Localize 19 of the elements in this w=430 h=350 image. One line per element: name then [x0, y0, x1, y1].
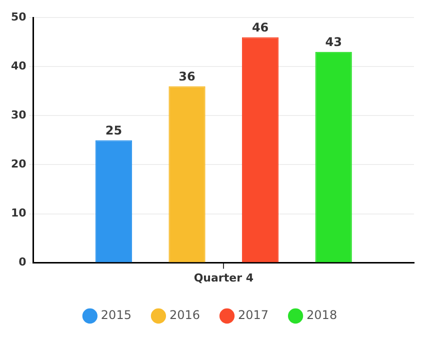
y-tick-label: 20	[10, 158, 27, 171]
legend-label: 2017	[238, 308, 269, 322]
data-label: 36	[178, 69, 196, 84]
x-tick-label: Quarter 4	[194, 271, 254, 284]
bar	[95, 140, 132, 262]
legend-label: 2018	[306, 308, 338, 322]
bar	[315, 52, 352, 262]
legend-label: 2015	[100, 308, 132, 322]
data-label: 46	[252, 20, 269, 34]
y-tick-label: 0	[18, 256, 27, 269]
y-tick-label: 30	[10, 108, 27, 122]
bar	[168, 86, 206, 262]
y-tick-label: 50	[10, 10, 27, 24]
data-label: 25	[105, 123, 122, 138]
data-label: 43	[325, 35, 342, 50]
legend-label: 2016	[169, 308, 200, 322]
y-tick-label: 40	[10, 60, 27, 72]
y-tick-label: 10	[10, 206, 27, 220]
bar	[242, 37, 279, 262]
